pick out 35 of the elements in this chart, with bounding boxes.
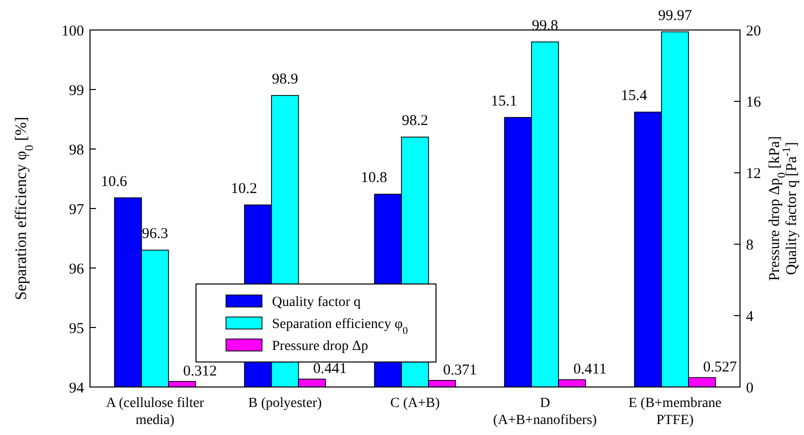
data-label: 10.2 — [230, 180, 258, 197]
data-label: 0.527 — [703, 360, 738, 376]
x-tick-label: E (B+membrane PTFE) — [628, 396, 722, 428]
data-label: 15.4 — [620, 88, 648, 104]
legend-label: Quality factor q — [272, 294, 361, 310]
x-tick-label: D (A+B+nanofibers) — [493, 396, 598, 428]
data-label: 0.441 — [313, 361, 347, 378]
y-tick-label: 95 — [69, 320, 84, 337]
x-tick-label: A (cellulose filter media) — [106, 396, 204, 428]
y-tick-label: 96 — [69, 261, 84, 278]
data-label: 0.411 — [573, 362, 607, 378]
y-tick-label: 100 — [62, 23, 84, 40]
y2-tick-label: 8 — [746, 237, 754, 254]
y-tick-label: 99 — [69, 82, 84, 99]
x-tick-label: C (A+B) — [390, 396, 440, 411]
y2-tick-label: 20 — [746, 23, 761, 40]
legend-label: Pressure drop Δp — [272, 338, 368, 354]
legend-label: Separation efficiency φ$_{0}$ — [272, 316, 408, 336]
data-label: 99.97 — [658, 8, 692, 24]
data-label: 96.3 — [142, 226, 168, 242]
y2-tick-label: 0 — [746, 380, 754, 396]
data-label: 15.1 — [490, 93, 518, 110]
data-label: 98.2 — [402, 113, 428, 130]
data-label: 0.312 — [183, 363, 217, 380]
data-label: 10.6 — [100, 174, 128, 190]
y2-tick-label: 16 — [746, 94, 762, 111]
data-label: 10.8 — [360, 170, 388, 186]
y-tick-label: 98 — [69, 142, 84, 158]
y-tick-label: 97 — [69, 202, 84, 218]
data-label: 0.371 — [443, 362, 477, 378]
y2-tick-label: 4 — [746, 308, 754, 325]
y-tick-label: 94 — [69, 380, 84, 396]
x-tick-label: B (polyester) — [248, 396, 322, 411]
y2-tick-label: 12 — [746, 166, 761, 182]
data-label: 98.9 — [272, 71, 298, 88]
